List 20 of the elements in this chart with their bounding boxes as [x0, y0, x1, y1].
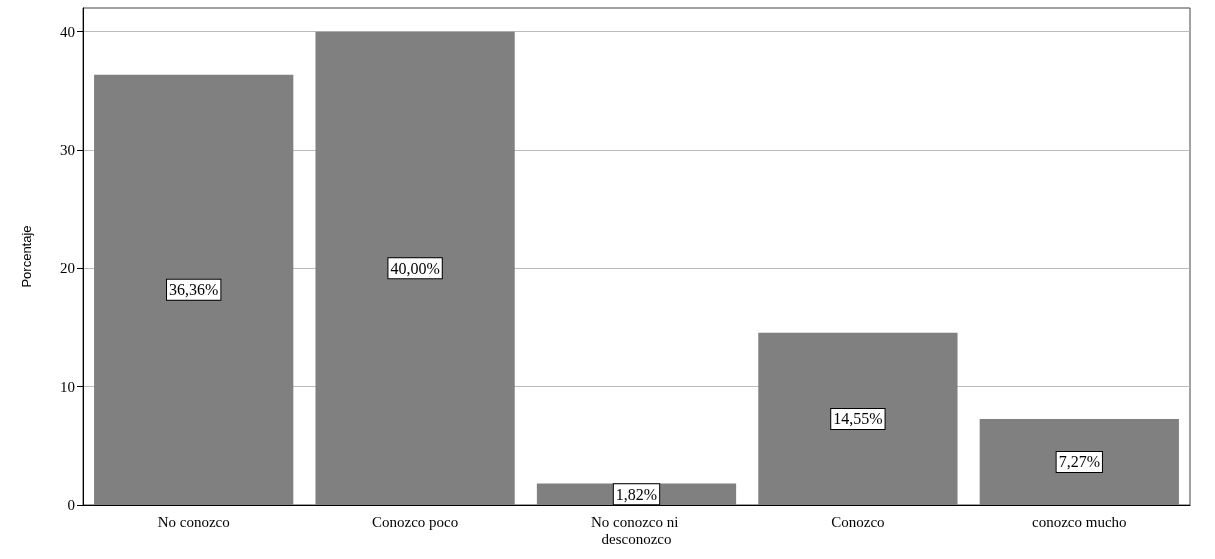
y-tick-label: 10 — [60, 378, 75, 395]
data-label: 1,82% — [615, 485, 658, 503]
y-tick-label: 0 — [67, 497, 75, 513]
x-tick-label: conozco mucho — [1032, 513, 1127, 530]
x-tick-label: Conozco — [831, 513, 885, 530]
y-tick-label: 20 — [60, 260, 75, 277]
x-tick-label: Conozco poco — [371, 513, 459, 530]
x-tick-label: No conozco — [157, 513, 230, 530]
data-label: 7,27% — [1058, 453, 1100, 471]
y-axis-title: Porcentaje — [19, 225, 34, 288]
bar — [758, 332, 958, 505]
x-tick-label: No conozco ni desconozco — [590, 513, 683, 547]
data-label: 36,36% — [169, 281, 219, 299]
y-tick-label: 40 — [60, 23, 75, 40]
bar — [315, 31, 515, 505]
bar — [979, 418, 1179, 505]
bar — [94, 74, 294, 505]
y-tick-label: 30 — [60, 142, 75, 158]
data-label: 14,55% — [833, 410, 883, 428]
data-label: 40,00% — [390, 259, 440, 277]
